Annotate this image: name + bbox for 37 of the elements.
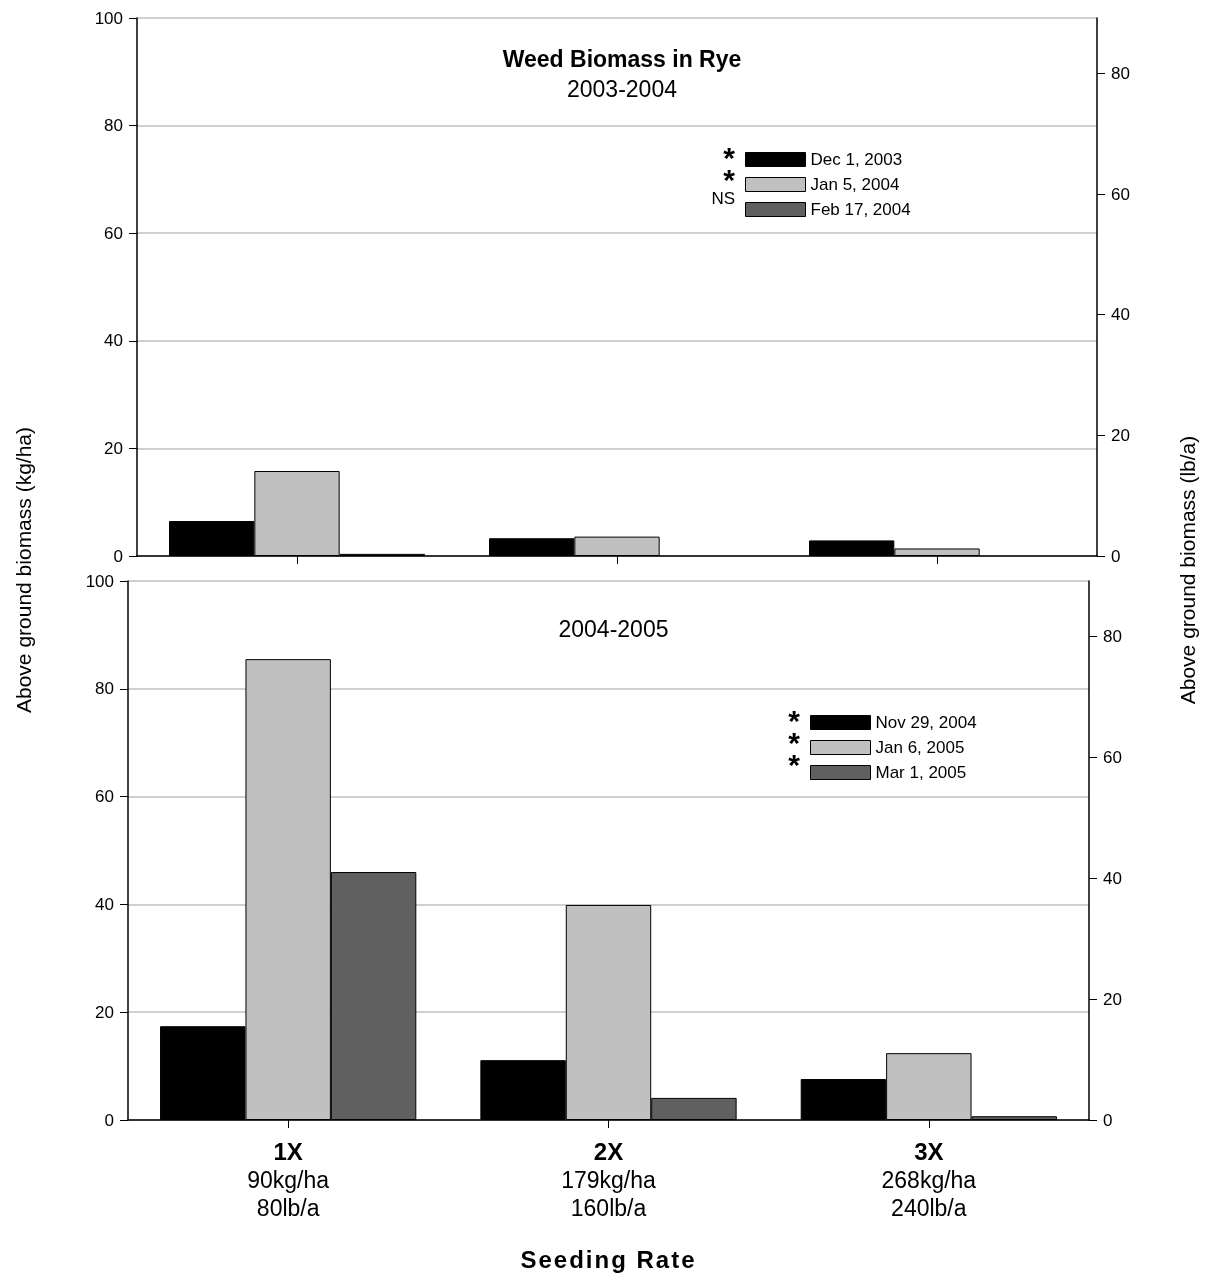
y2-tick-label: 40	[1103, 868, 1122, 888]
y-tick-label: 40	[104, 331, 123, 351]
y-tick-label: 100	[94, 8, 123, 28]
legend-label: Feb 17, 2004	[810, 200, 911, 219]
text: 2004-2005	[558, 615, 669, 642]
y-tick-label: 80	[95, 679, 114, 699]
legend-label: Mar 1, 2005	[875, 763, 967, 782]
y-tick-label: 60	[95, 787, 114, 807]
text: 2003-2004	[567, 75, 678, 102]
y2-tick-label: 20	[1111, 425, 1130, 445]
legend-label: Jan 5, 2004	[810, 175, 900, 194]
y-tick-label: 0	[104, 1110, 114, 1130]
y2-tick-label: 20	[1103, 989, 1122, 1009]
legend-label: Dec 1, 2003	[810, 150, 903, 169]
legend-label: Jan 6, 2005	[875, 738, 965, 757]
y2-tick-label: 60	[1111, 184, 1130, 204]
y2-tick-label: 0	[1111, 546, 1121, 566]
y2-axis-title: Above ground biomass (lb/a)	[1176, 435, 1200, 705]
y-tick-label: 60	[104, 223, 123, 243]
y2-tick-label: 40	[1111, 305, 1130, 325]
y-tick-label: 20	[104, 438, 123, 458]
y-tick-label: 100	[85, 571, 114, 591]
x-tick-label: 3X 268kg/ha 240lb/a	[881, 1137, 977, 1221]
legend-label: Nov 29, 2004	[875, 713, 977, 732]
y2-tick-label: 80	[1103, 627, 1122, 647]
x-tick-label: 2X 179kg/ha 160lb/a	[561, 1137, 657, 1221]
text: Weed Biomass in Rye	[502, 45, 742, 72]
y2-tick-label: 60	[1103, 747, 1122, 767]
y-axis-title: Above ground biomass (kg/ha)	[12, 427, 36, 713]
y2-tick-label: 0	[1103, 1110, 1113, 1130]
x-tick-label: 1X 90kg/ha 80lb/a	[247, 1137, 330, 1221]
y2-tick-label: 80	[1111, 63, 1130, 83]
y-tick-label: 0	[113, 546, 123, 566]
y-tick-label: 40	[95, 894, 114, 914]
y-tick-label: 80	[104, 116, 123, 136]
x-axis-title: Seeding Rate	[520, 1246, 697, 1274]
y-tick-label: 20	[95, 1002, 114, 1022]
